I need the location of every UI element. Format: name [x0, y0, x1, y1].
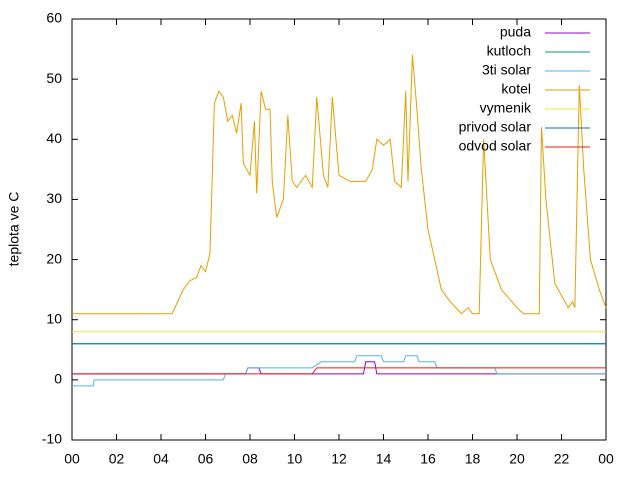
- y-tick-label: -10: [42, 431, 62, 447]
- x-tick-label: 02: [109, 451, 125, 467]
- x-tick-label: 10: [287, 451, 303, 467]
- y-tick-label: 10: [46, 310, 62, 326]
- x-tick-label: 04: [153, 451, 169, 467]
- y-tick-label: 60: [46, 10, 62, 26]
- y-tick-label: 40: [46, 130, 62, 146]
- x-tick-label: 14: [376, 451, 392, 467]
- x-tick-label: 08: [242, 451, 258, 467]
- x-tick-label: 18: [465, 451, 481, 467]
- x-tick-label: 12: [331, 451, 347, 467]
- y-tick-label: 20: [46, 250, 62, 266]
- legend-label: privod solar: [459, 119, 532, 135]
- series-line: [72, 367, 606, 375]
- legend-label: kutloch: [487, 43, 531, 59]
- legend-label: odvod solar: [459, 138, 532, 154]
- x-tick-label: 00: [598, 451, 614, 467]
- x-tick-label: 06: [198, 451, 214, 467]
- legend-label: 3ti solar: [482, 62, 531, 78]
- series-line: [72, 355, 606, 387]
- x-tick-label: 22: [554, 451, 570, 467]
- y-tick-label: 0: [54, 371, 62, 387]
- x-tick-label: 00: [64, 451, 80, 467]
- y-axis-label: teplota ve C: [6, 192, 22, 267]
- legend-label: vymenik: [480, 100, 532, 116]
- legend-label: puda: [500, 24, 531, 40]
- x-tick-label: 16: [420, 451, 436, 467]
- x-tick-label: 20: [509, 451, 525, 467]
- y-tick-label: 50: [46, 70, 62, 86]
- legend-label: kotel: [501, 81, 531, 97]
- y-tick-label: 30: [46, 190, 62, 206]
- series-line: [72, 55, 607, 315]
